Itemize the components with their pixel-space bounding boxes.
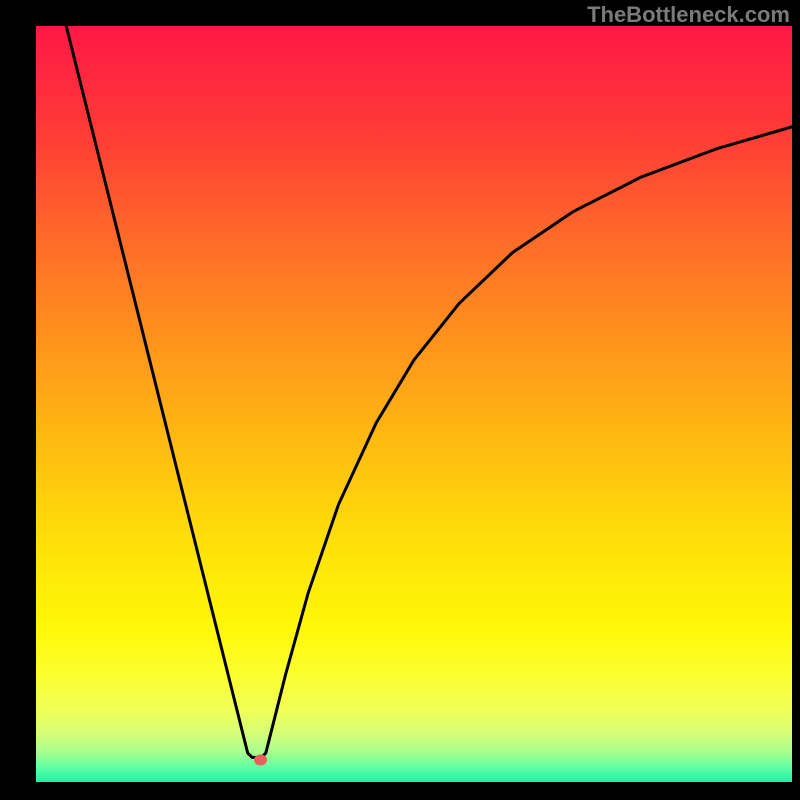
figure-frame: TheBottleneck.com bbox=[0, 0, 800, 800]
gradient-background bbox=[36, 26, 792, 782]
watermark-text: TheBottleneck.com bbox=[587, 2, 790, 28]
chart-plot bbox=[36, 26, 792, 782]
valley-marker bbox=[254, 754, 267, 765]
